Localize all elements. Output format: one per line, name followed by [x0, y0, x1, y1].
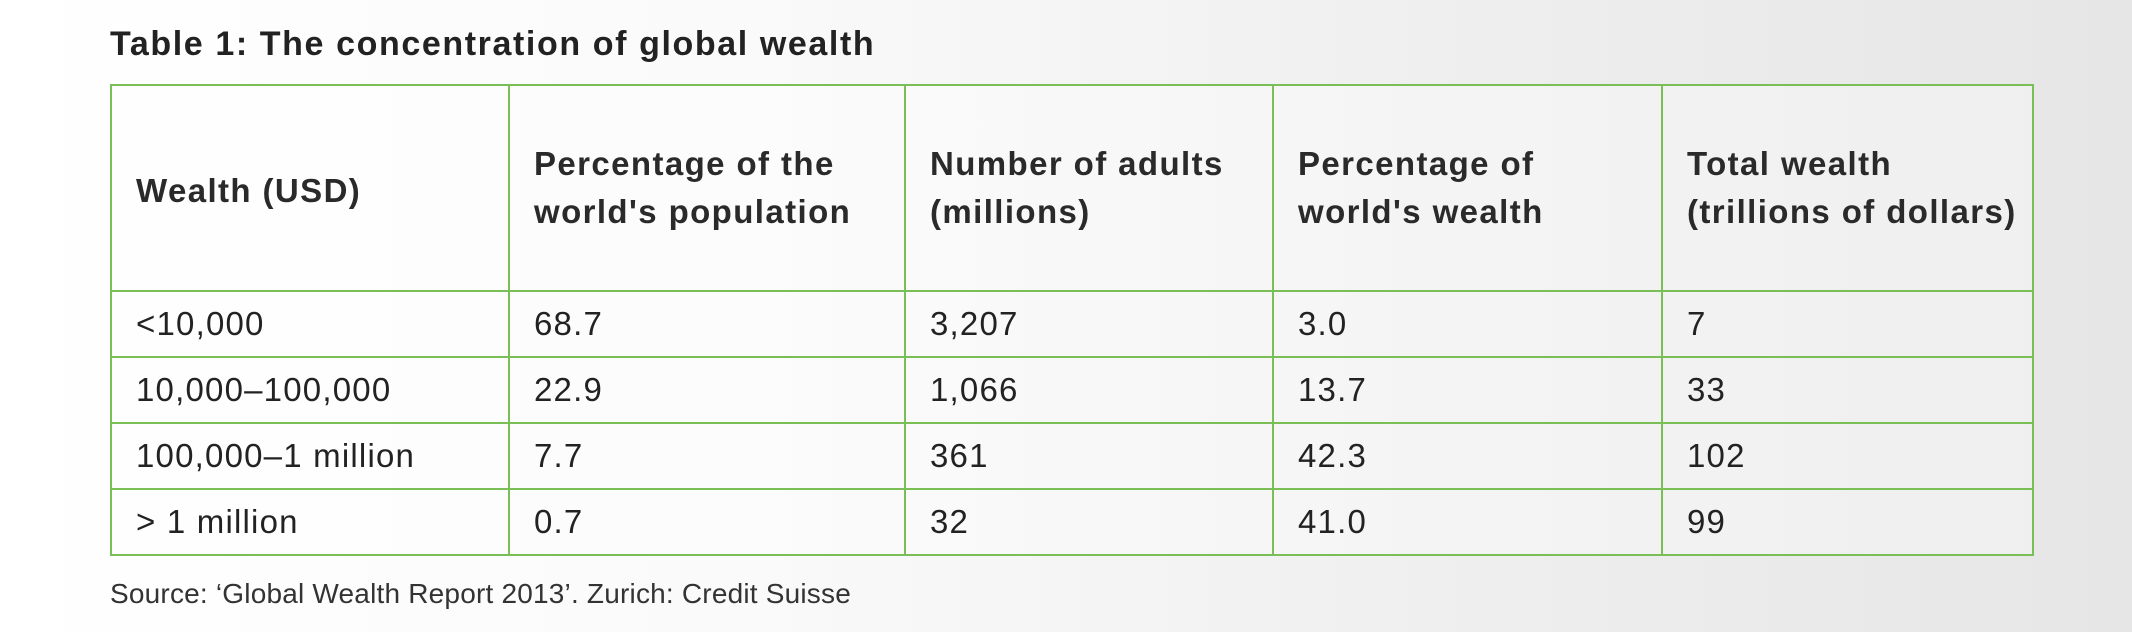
column-header-wealth-percentage: Percentage of world's wealth: [1272, 84, 1663, 292]
column-header-number-of-adults: Number of adults (millions): [904, 84, 1274, 292]
cell-wealth-percentage: 13.7: [1272, 356, 1663, 424]
cell-total-wealth: 7: [1661, 290, 2034, 358]
cell-total-wealth: 33: [1661, 356, 2034, 424]
cell-number-of-adults: 3,207: [904, 290, 1274, 358]
wealth-table: Wealth (USD) Percentage of the world's p…: [110, 84, 2034, 556]
cell-population-percentage: 22.9: [508, 356, 906, 424]
column-header-wealth: Wealth (USD): [110, 84, 510, 292]
source-note: Source: ‘Global Wealth Report 2013’. Zur…: [110, 578, 851, 609]
cell-wealth-band: > 1 million: [110, 488, 510, 556]
cell-number-of-adults: 361: [904, 422, 1274, 490]
table-title: Table 1: The concentration of global wea…: [110, 25, 876, 63]
document: Table 1: The concentration of global wea…: [110, 22, 2034, 610]
cell-total-wealth: 99: [1661, 488, 2034, 556]
cell-population-percentage: 7.7: [508, 422, 906, 490]
table-header-row: Wealth (USD) Percentage of the world's p…: [110, 84, 2034, 292]
table-row: <10,000 68.7 3,207 3.0 7: [110, 290, 2034, 358]
table-row: 10,000–100,000 22.9 1,066 13.7 33: [110, 356, 2034, 424]
column-header-population-percentage: Percentage of the world's population: [508, 84, 906, 292]
column-header-total-wealth: Total wealth (trillions of dollars): [1661, 84, 2034, 292]
cell-population-percentage: 68.7: [508, 290, 906, 358]
table-row: 100,000–1 million 7.7 361 42.3 102: [110, 422, 2034, 490]
cell-number-of-adults: 32: [904, 488, 1274, 556]
cell-total-wealth: 102: [1661, 422, 2034, 490]
cell-wealth-band: <10,000: [110, 290, 510, 358]
cell-wealth-percentage: 41.0: [1272, 488, 1663, 556]
cell-wealth-percentage: 42.3: [1272, 422, 1663, 490]
cell-number-of-adults: 1,066: [904, 356, 1274, 424]
cell-wealth-band: 10,000–100,000: [110, 356, 510, 424]
cell-wealth-percentage: 3.0: [1272, 290, 1663, 358]
cell-wealth-band: 100,000–1 million: [110, 422, 510, 490]
table-row: > 1 million 0.7 32 41.0 99: [110, 488, 2034, 556]
cell-population-percentage: 0.7: [508, 488, 906, 556]
